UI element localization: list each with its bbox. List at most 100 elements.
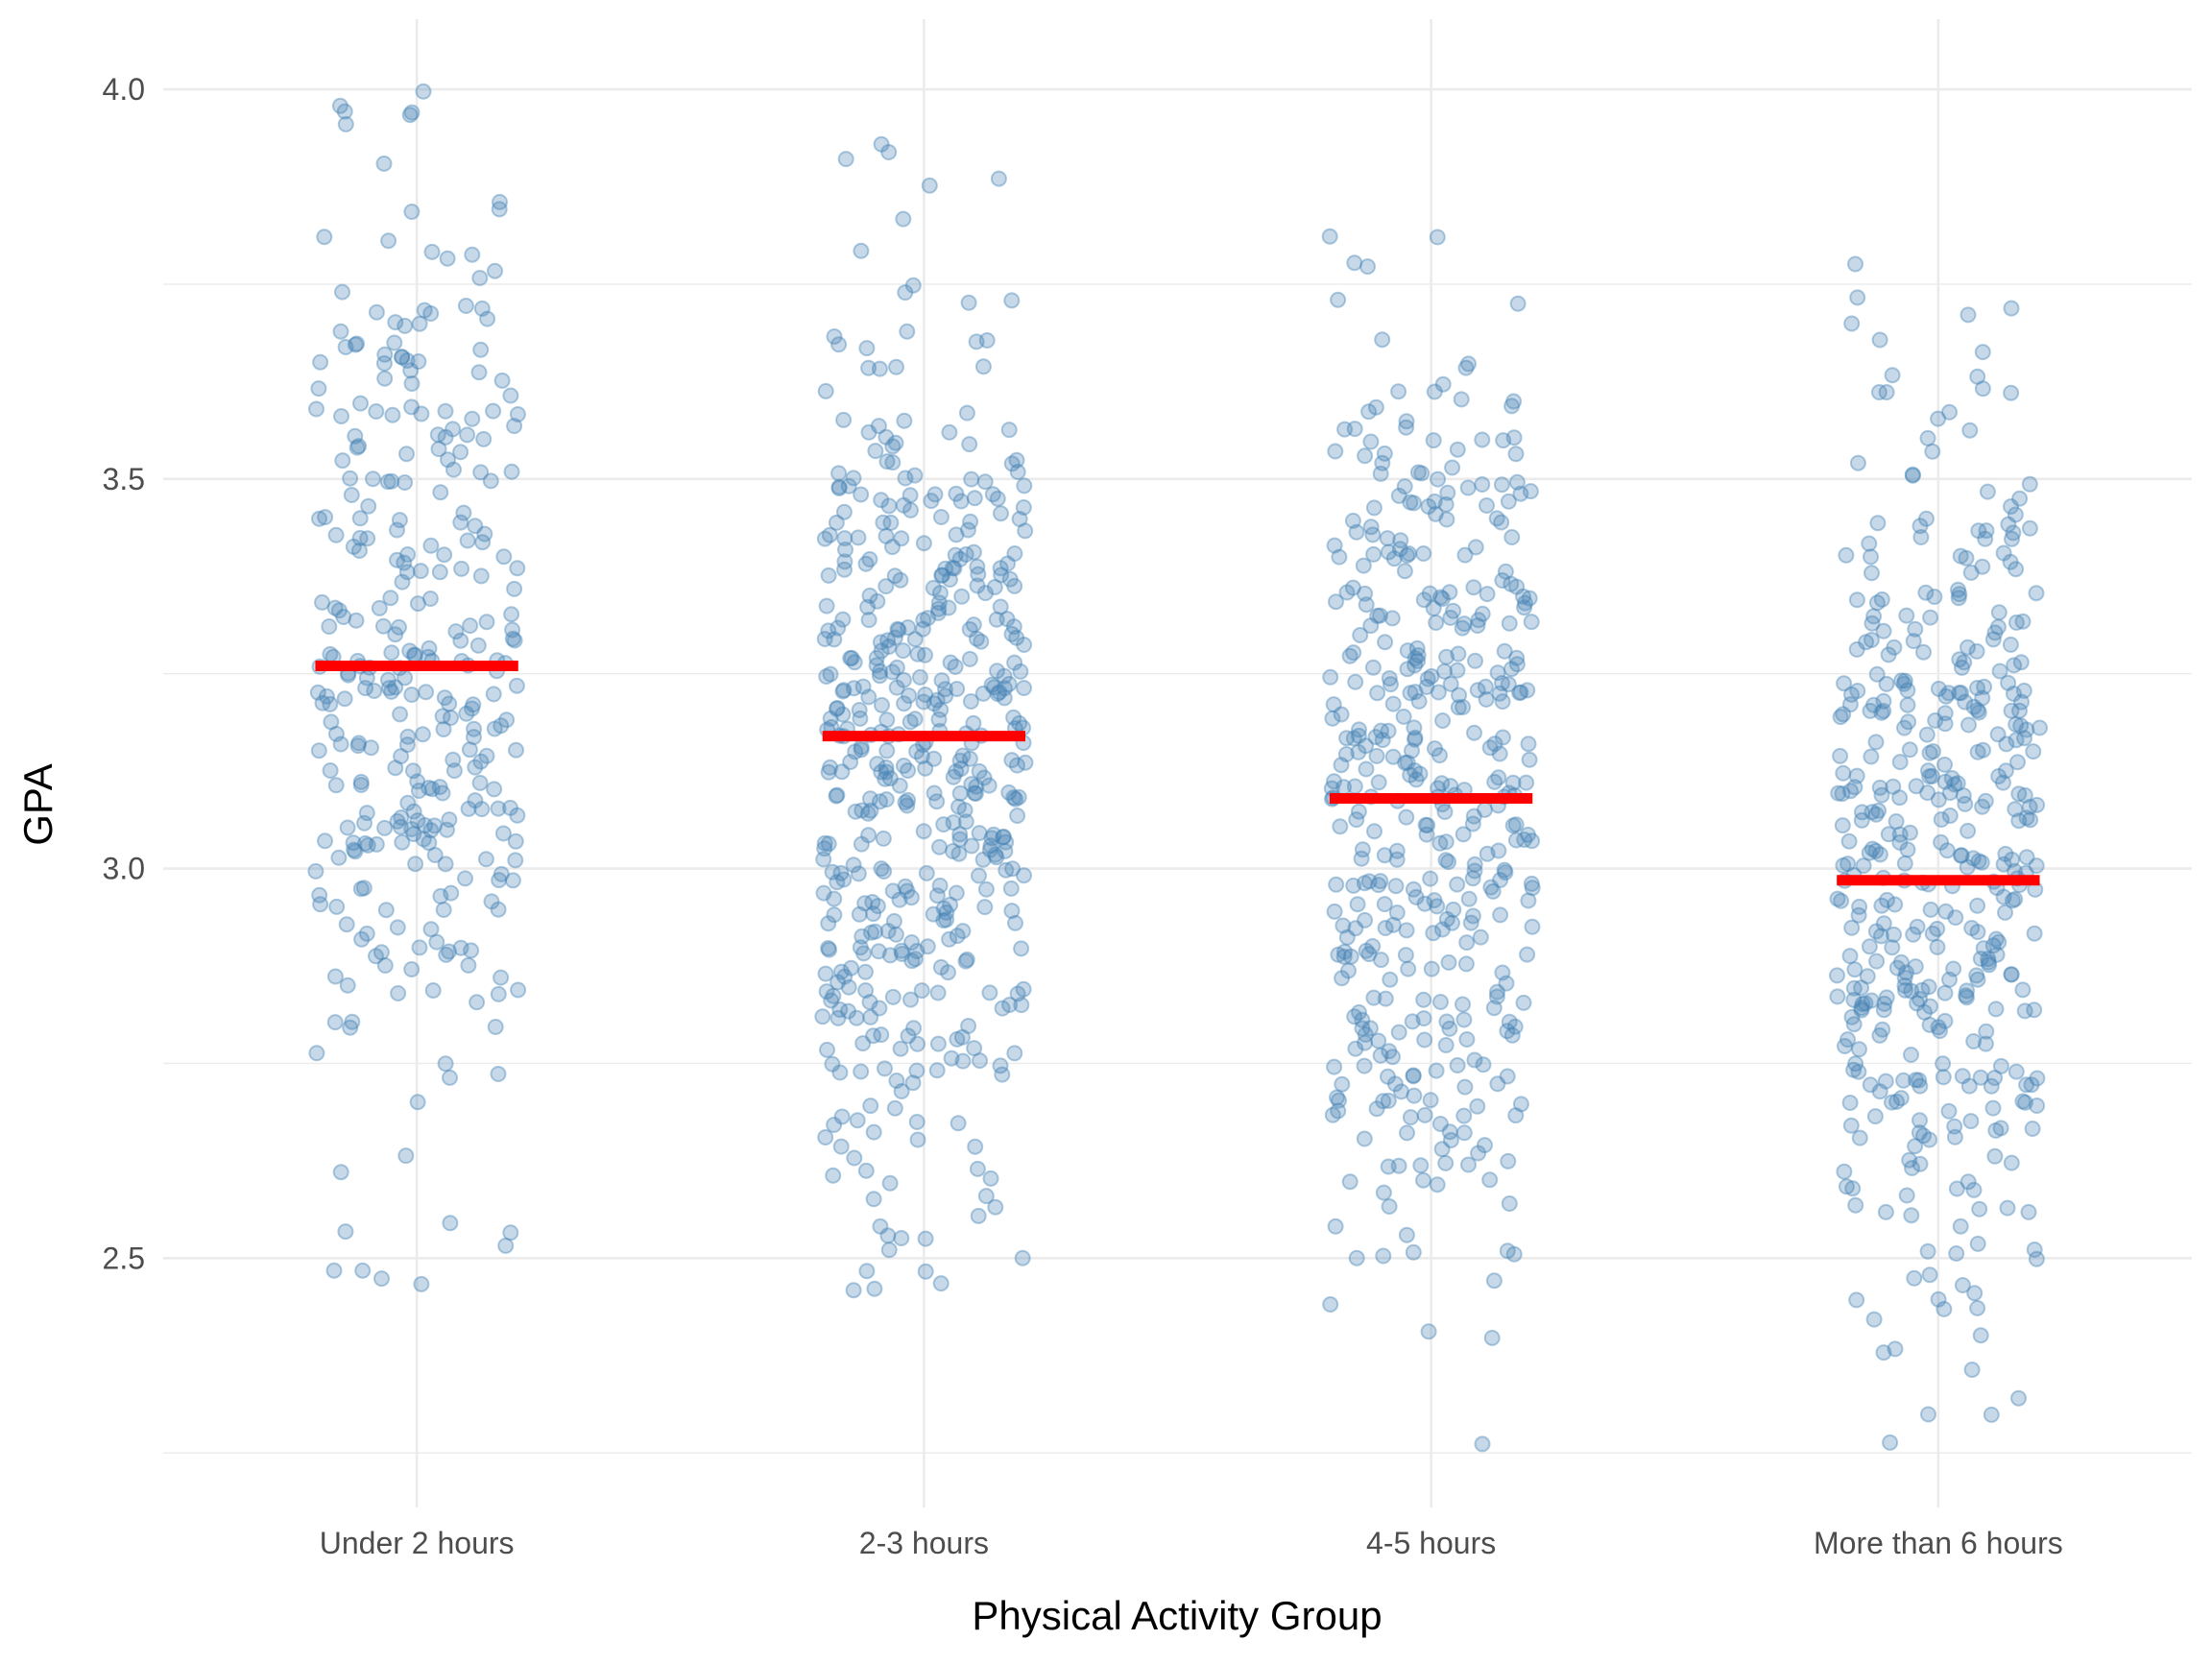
data-point (1413, 465, 1431, 482)
data-point (432, 484, 449, 501)
data-point (1425, 432, 1442, 449)
data-point (1444, 459, 1461, 476)
data-point (1973, 854, 1990, 871)
data-point (900, 619, 917, 636)
data-point (428, 933, 445, 951)
data-point (1896, 719, 1912, 736)
data-point (1002, 880, 1020, 897)
data-point (909, 645, 926, 663)
data-point (1390, 487, 1407, 504)
data-point (1322, 1296, 1339, 1313)
data-point (1016, 477, 1033, 494)
data-point (1518, 774, 1535, 791)
data-point (822, 710, 839, 727)
data-point (859, 598, 877, 615)
data-point (858, 1263, 876, 1280)
data-point (1995, 888, 2012, 905)
data-point (491, 201, 508, 218)
data-point (878, 759, 895, 776)
data-point (904, 1074, 922, 1092)
data-point (323, 713, 340, 731)
data-point (972, 1052, 988, 1070)
data-point (1345, 730, 1362, 747)
data-point (1360, 873, 1378, 890)
data-point (830, 974, 847, 991)
data-point (1867, 842, 1885, 859)
data-point (1842, 783, 1859, 800)
data-point (1425, 600, 1442, 616)
data-point (1321, 228, 1338, 245)
data-point (1438, 511, 1455, 528)
data-point (1458, 934, 1476, 952)
data-point (835, 503, 853, 520)
data-point (493, 372, 511, 389)
data-point (409, 1094, 426, 1111)
data-point (1901, 1151, 1918, 1169)
data-point (472, 464, 490, 481)
data-point (1829, 890, 1846, 907)
data-point (317, 509, 334, 526)
data-point (1507, 446, 1525, 463)
data-point (1441, 1020, 1458, 1037)
data-point (1372, 1047, 1389, 1064)
data-point (1407, 729, 1424, 746)
data-point (1835, 856, 1852, 874)
data-point (1342, 948, 1359, 965)
data-point (1899, 696, 1916, 713)
data-point (482, 472, 499, 490)
data-point (890, 621, 907, 639)
data-point (441, 943, 458, 960)
data-point (452, 514, 469, 531)
data-point (1888, 1093, 1906, 1110)
data-point (816, 834, 833, 852)
data-point (1460, 1156, 1477, 1173)
data-point (1458, 1031, 1476, 1048)
data-point (933, 567, 950, 584)
data-point (884, 454, 902, 471)
data-point (452, 444, 469, 461)
data-point (970, 1207, 987, 1224)
data-point (1485, 1000, 1503, 1017)
data-point (1969, 971, 1986, 988)
data-point (1416, 895, 1433, 912)
data-point (932, 1275, 950, 1292)
data-point (872, 663, 889, 680)
data-point (965, 616, 982, 634)
data-point (1871, 1026, 1888, 1044)
data-point (1328, 593, 1344, 611)
data-point (830, 1009, 847, 1026)
data-point (2012, 717, 2030, 735)
data-point (1322, 668, 1339, 686)
data-point (828, 787, 845, 805)
data-point (877, 770, 894, 787)
data-point (1891, 789, 1909, 807)
data-point (2026, 925, 2043, 942)
data-point (1949, 775, 1966, 792)
data-point (941, 571, 958, 588)
data-point (830, 478, 848, 495)
data-point (1933, 833, 1950, 851)
data-point (832, 864, 850, 881)
data-point (1873, 591, 1890, 608)
data-point (1380, 1158, 1397, 1175)
data-point (465, 696, 482, 713)
data-point (931, 877, 949, 894)
data-point (860, 423, 878, 441)
data-point (1855, 857, 1872, 875)
data-point (1407, 762, 1423, 779)
data-point (1924, 443, 1941, 460)
y-tick-label: 2.5 (103, 1241, 145, 1275)
data-point (393, 748, 410, 765)
data-point (2018, 849, 2035, 866)
data-point (426, 817, 444, 834)
data-point (858, 340, 876, 357)
data-point (921, 177, 938, 194)
data-point (1493, 476, 1510, 494)
data-point (1419, 817, 1436, 833)
data-point (435, 902, 452, 918)
data-point (850, 529, 867, 546)
data-point (464, 246, 481, 263)
data-point (840, 1002, 856, 1020)
data-point (960, 294, 977, 311)
data-point (307, 862, 325, 880)
